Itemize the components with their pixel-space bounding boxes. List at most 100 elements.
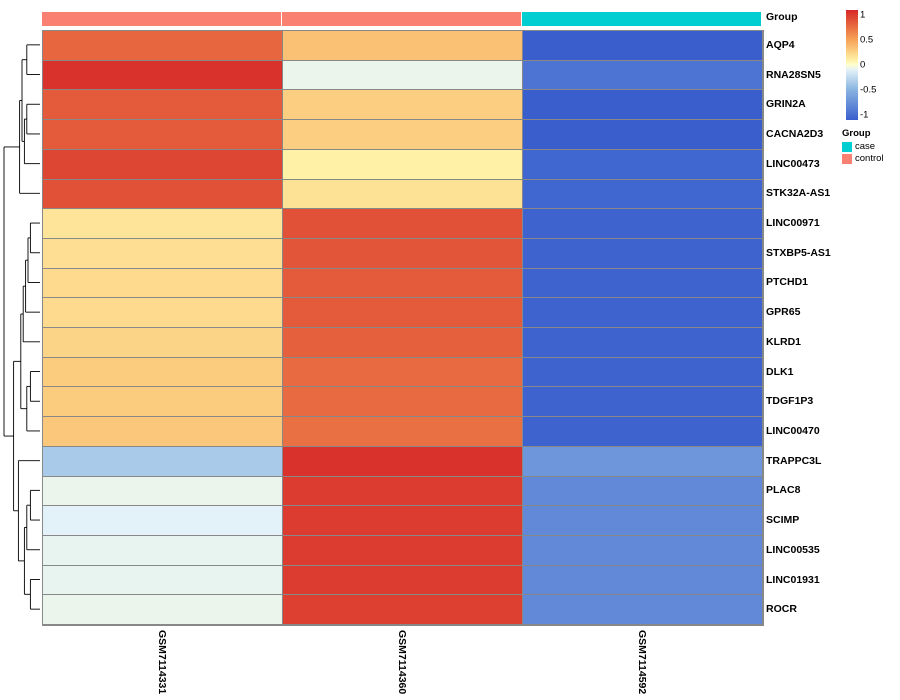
- heatmap-cell: [43, 328, 283, 358]
- heatmap-cell: [283, 536, 523, 566]
- heatmap-cell: [523, 90, 763, 120]
- heatmap-cell: [43, 180, 283, 210]
- heatmap-cell: [283, 477, 523, 507]
- colorbar-gradient: [846, 10, 858, 120]
- heatmap-cell: [523, 358, 763, 388]
- legend-swatch: [842, 142, 852, 152]
- heatmap-cell: [283, 506, 523, 536]
- row-label: PTCHD1: [766, 268, 846, 298]
- heatmap-cell: [43, 61, 283, 91]
- colorbar-tick: -0.5: [860, 85, 876, 96]
- group-cell: [42, 12, 282, 26]
- row-label: LINC00473: [766, 149, 846, 179]
- heatmap-cell: [43, 387, 283, 417]
- row-label: CACNA2D3: [766, 119, 846, 149]
- heatmap-cell: [283, 180, 523, 210]
- heatmap-cell: [43, 358, 283, 388]
- heatmap-cell: [43, 298, 283, 328]
- row-label: LINC00535: [766, 535, 846, 565]
- heatmap-cell: [523, 61, 763, 91]
- group-legend-item: case: [842, 141, 894, 152]
- row-label: TRAPPC3L: [766, 446, 846, 476]
- heatmap-cell: [523, 506, 763, 536]
- heatmap-cell: [283, 120, 523, 150]
- row-labels: AQP4RNA28SN5GRIN2ACACNA2D3LINC00473STK32…: [766, 30, 846, 624]
- heatmap-cell: [523, 595, 763, 625]
- row-label: AQP4: [766, 30, 846, 60]
- group-cell: [522, 12, 762, 26]
- heatmap-cell: [523, 536, 763, 566]
- row-label: PLAC8: [766, 476, 846, 506]
- heatmap-cell: [523, 239, 763, 269]
- colorbar-tick: -1: [860, 110, 868, 121]
- heatmap-cell: [283, 61, 523, 91]
- row-label: LINC01931: [766, 565, 846, 595]
- colorbar: 10.50-0.5-1: [846, 10, 858, 120]
- row-label: KLRD1: [766, 327, 846, 357]
- heatmap-cell: [43, 595, 283, 625]
- column-label: GSM7114331: [42, 626, 282, 696]
- group-cell: [282, 12, 522, 26]
- row-label: STK32A-AS1: [766, 179, 846, 209]
- row-label: GPR65: [766, 297, 846, 327]
- heatmap-cell: [523, 209, 763, 239]
- heatmap-cell: [43, 209, 283, 239]
- heatmap-cell: [283, 387, 523, 417]
- legend-panel: 10.50-0.5-1 Group casecontrol: [842, 10, 894, 165]
- heatmap-cell: [43, 417, 283, 447]
- heatmap-figure: Group AQP4RNA28SN5GRIN2ACACNA2D3LINC0047…: [0, 0, 900, 700]
- heatmap-cell: [523, 269, 763, 299]
- heatmap-cell: [43, 150, 283, 180]
- row-label: SCIMP: [766, 505, 846, 535]
- heatmap-cell: [523, 417, 763, 447]
- heatmap-cell: [283, 239, 523, 269]
- heatmap-cell: [283, 298, 523, 328]
- column-label: GSM7114360: [282, 626, 522, 696]
- row-label: GRIN2A: [766, 89, 846, 119]
- row-label: ROCR: [766, 594, 846, 624]
- row-label: RNA28SN5: [766, 60, 846, 90]
- colorbar-tick: 0.5: [860, 35, 873, 46]
- heatmap-cell: [283, 447, 523, 477]
- row-label: LINC00470: [766, 416, 846, 446]
- heatmap-body: [42, 30, 764, 626]
- heatmap-cell: [43, 566, 283, 596]
- heatmap-cell: [43, 477, 283, 507]
- colorbar-tick: 1: [860, 10, 865, 21]
- heatmap-cell: [523, 180, 763, 210]
- legend-label: case: [855, 141, 875, 152]
- heatmap-cell: [283, 90, 523, 120]
- heatmap-cell: [43, 269, 283, 299]
- heatmap-cell: [523, 387, 763, 417]
- heatmap-cell: [43, 536, 283, 566]
- heatmap-cell: [283, 417, 523, 447]
- heatmap-cell: [43, 447, 283, 477]
- heatmap-cell: [283, 566, 523, 596]
- row-label: STXBP5-AS1: [766, 238, 846, 268]
- row-label: LINC00971: [766, 208, 846, 238]
- row-dendrogram: [0, 30, 42, 624]
- heatmap-cell: [283, 31, 523, 61]
- row-label: TDGF1P3: [766, 386, 846, 416]
- heatmap-cell: [523, 447, 763, 477]
- column-label: GSM7114592: [522, 626, 762, 696]
- legend-label: control: [855, 153, 884, 164]
- heatmap-cell: [43, 90, 283, 120]
- heatmap-cell: [523, 120, 763, 150]
- heatmap-cell: [43, 506, 283, 536]
- heatmap-cell: [523, 566, 763, 596]
- heatmap-cell: [283, 595, 523, 625]
- colorbar-tick: 0: [860, 60, 865, 71]
- row-label: DLK1: [766, 357, 846, 387]
- heatmap-cell: [523, 31, 763, 61]
- heatmap-cell: [523, 298, 763, 328]
- group-legend-item: control: [842, 153, 894, 164]
- heatmap-cell: [43, 120, 283, 150]
- heatmap-cell: [283, 150, 523, 180]
- heatmap-cell: [523, 477, 763, 507]
- heatmap-cell: [43, 31, 283, 61]
- heatmap-cell: [283, 269, 523, 299]
- heatmap-cell: [283, 209, 523, 239]
- group-annotation-bar: [42, 12, 762, 26]
- legend-swatch: [842, 154, 852, 164]
